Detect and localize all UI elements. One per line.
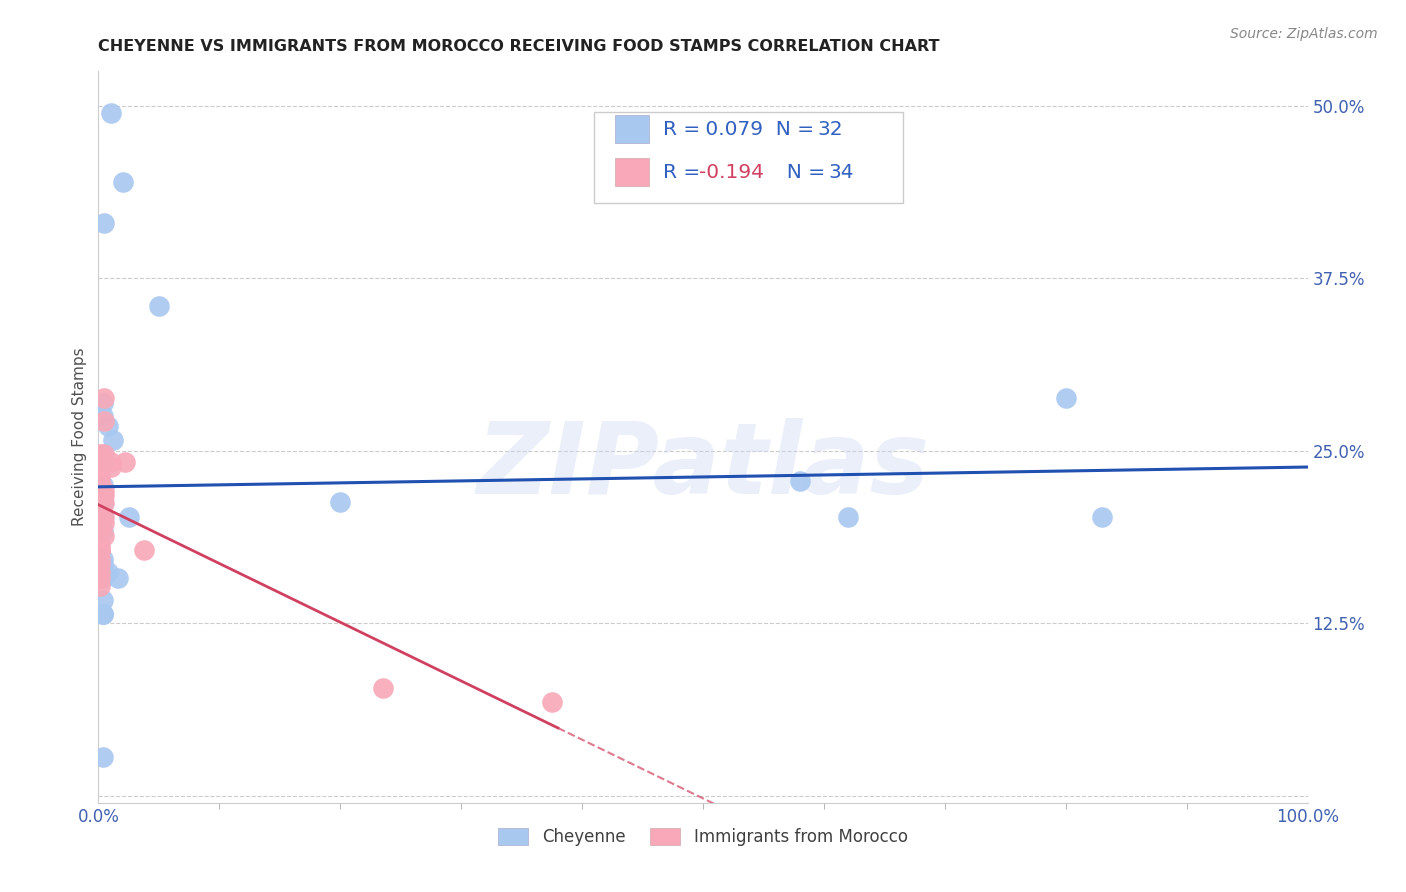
Point (93, 529, 115, 543)
Point (789, 475, 811, 489)
Point (91, 453, 114, 467)
Point (89, 460, 111, 475)
Point (89, 488, 111, 502)
Point (89, 557, 111, 571)
Point (837, 510, 859, 524)
Point (89, 447, 111, 461)
Text: 0.079: 0.079 (699, 120, 763, 138)
Text: R =: R = (664, 163, 707, 182)
Text: ZIPatlas: ZIPatlas (477, 417, 929, 515)
Point (91, 478, 114, 492)
Point (114, 455, 136, 469)
Point (89, 551, 111, 566)
Point (100, 455, 122, 469)
Point (89, 524, 111, 538)
Point (91, 593, 114, 607)
Point (89, 543, 111, 558)
Point (100, 460, 122, 475)
Point (89, 538, 111, 552)
Text: -0.194: -0.194 (699, 163, 765, 182)
Point (91, 551, 114, 566)
Point (91, 510, 114, 524)
Point (91, 395, 114, 409)
Point (91, 524, 114, 538)
Point (107, 571, 129, 585)
Point (89, 460, 111, 475)
Point (111, 175, 134, 189)
Y-axis label: Receiving Food Stamps: Receiving Food Stamps (72, 348, 87, 526)
FancyBboxPatch shape (614, 115, 648, 143)
Point (97, 419, 120, 434)
Point (89, 510, 111, 524)
Point (93, 488, 115, 502)
Point (91, 557, 114, 571)
Point (91, 488, 114, 502)
Point (89, 468, 111, 483)
Point (93, 447, 115, 461)
Point (89, 543, 111, 558)
Point (89, 496, 111, 510)
Point (93, 483, 115, 497)
Point (93, 510, 115, 524)
Point (91, 447, 114, 461)
Point (89, 566, 111, 580)
Point (93, 392, 115, 406)
Point (89, 571, 111, 585)
Point (91, 607, 114, 621)
Point (371, 681, 394, 696)
Point (91, 571, 114, 585)
Text: 32: 32 (818, 120, 844, 138)
Text: N =: N = (775, 163, 832, 182)
Text: 34: 34 (828, 163, 855, 182)
Point (91, 571, 114, 585)
Point (93, 496, 115, 510)
Point (148, 299, 170, 313)
Point (540, 695, 562, 709)
Point (91, 607, 114, 621)
Point (1091, 510, 1114, 524)
Text: CHEYENNE VS IMMIGRANTS FROM MOROCCO RECEIVING FOOD STAMPS CORRELATION CHART: CHEYENNE VS IMMIGRANTS FROM MOROCCO RECE… (98, 38, 941, 54)
Point (91, 750, 114, 764)
Point (91, 607, 114, 621)
Point (97, 566, 120, 580)
Point (134, 543, 156, 558)
Point (89, 483, 111, 497)
Point (100, 105, 122, 120)
Point (91, 409, 114, 424)
Point (101, 433, 124, 447)
Text: N =: N = (763, 120, 821, 138)
Point (329, 495, 352, 509)
Text: R =: R = (664, 120, 707, 138)
Point (1054, 392, 1077, 406)
Point (93, 516, 115, 530)
FancyBboxPatch shape (595, 112, 903, 203)
Point (93, 216, 115, 230)
FancyBboxPatch shape (614, 159, 648, 186)
Point (89, 543, 111, 558)
Point (89, 579, 111, 593)
Point (93, 413, 115, 427)
Point (91, 496, 114, 510)
Legend: Cheyenne, Immigrants from Morocco: Cheyenne, Immigrants from Morocco (492, 822, 914, 853)
Point (118, 510, 141, 524)
Text: Source: ZipAtlas.com: Source: ZipAtlas.com (1230, 27, 1378, 41)
Point (89, 475, 111, 489)
